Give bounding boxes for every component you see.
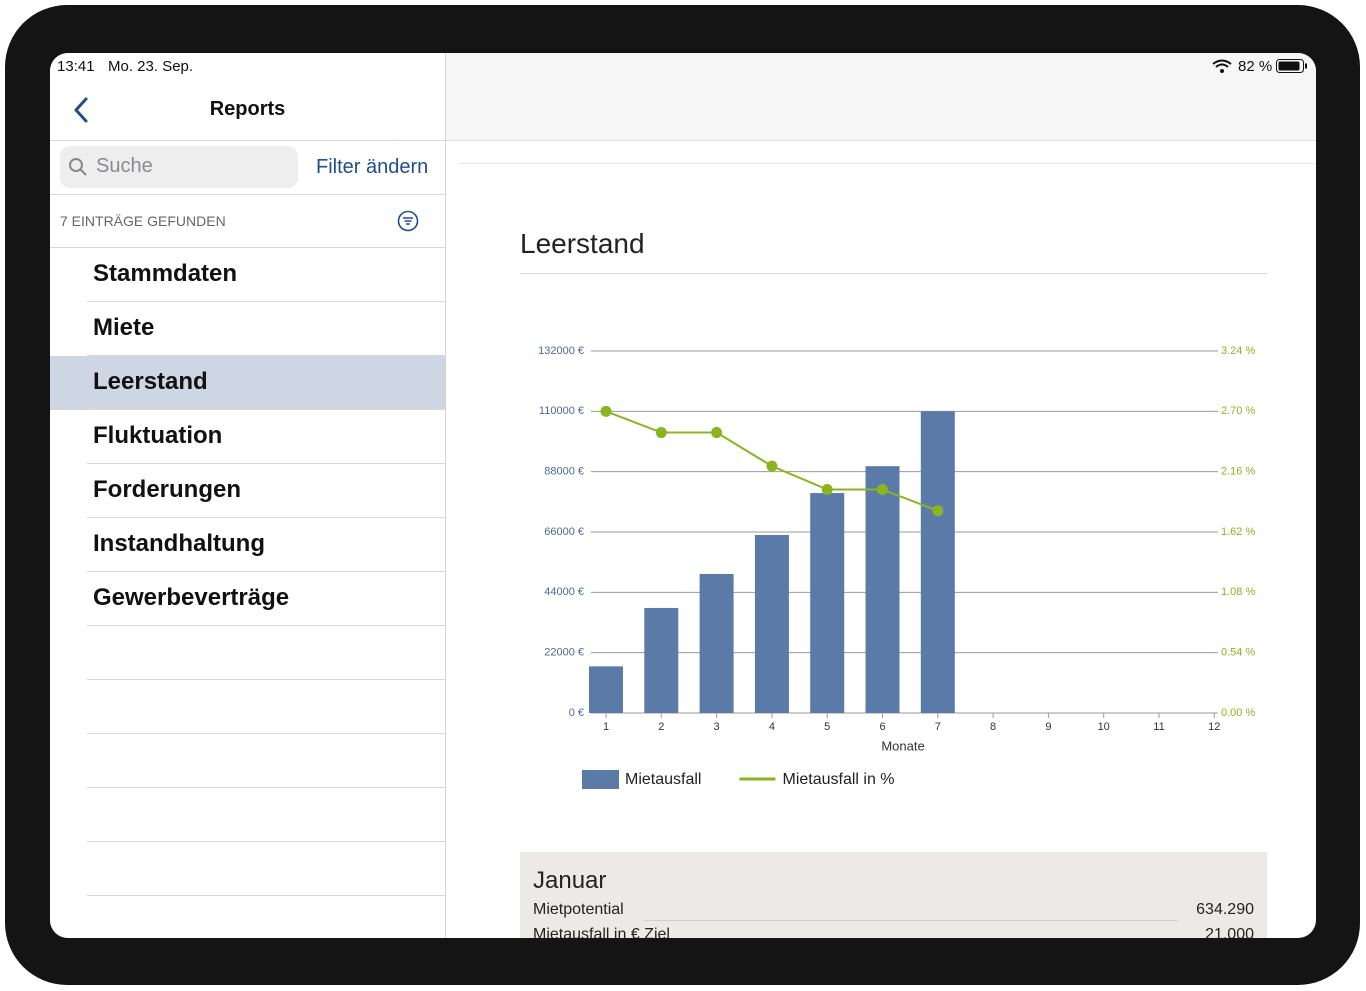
summary-value: 21.000 [1205,926,1254,938]
x-tick-label: 6 [879,721,885,733]
x-tick-label: 5 [824,721,830,733]
report-item[interactable]: Leerstand [50,356,445,410]
x-tick-label: 7 [935,721,941,733]
summary-label: Mietpotential [533,901,624,918]
report-item-label: Forderungen [93,476,241,503]
y2-tick-label: 2.70 % [1221,405,1255,417]
divider [50,140,445,141]
summary-month: Januar [533,867,607,894]
bar [644,607,679,713]
y-tick-label: 110000 € [539,405,584,417]
line-point [877,484,888,496]
bar [589,666,623,713]
report-item[interactable]: Forderungen [50,464,445,518]
y2-tick-label: 1.62 % [1221,526,1255,538]
filter-icon[interactable] [397,210,419,232]
bar [865,466,900,713]
battery-percent: 82 % [1238,58,1273,75]
bar [754,535,789,713]
divider [50,194,445,195]
y-tick-label: 44000 € [544,586,584,598]
row-line [87,841,445,842]
search-field[interactable]: Suche [60,146,298,188]
report-item-label: Fluktuation [93,422,223,449]
y2-tick-label: 0.54 % [1221,647,1255,659]
summary-box: Januar Mietpotential 634.290 Mietausfall i… [520,852,1267,938]
status-time: 13:41 [57,58,95,75]
divider [50,247,445,248]
y-tick-label: 66000 € [544,526,584,538]
sidebar: 13:41 Mo. 23. Sep. Reports Suche Filter … [50,53,446,938]
detail-header [446,53,1316,141]
y2-tick-label: 0.00 % [1221,707,1255,719]
battery-icon [1276,59,1307,73]
screen: 13:41 Mo. 23. Sep. Reports Suche Filter … [50,53,1316,938]
row-line [87,787,445,788]
x-tick-label: 3 [714,721,720,733]
y-tick-label: 132000 € [538,345,584,357]
report-item[interactable]: Instandhaltung [50,518,445,572]
legend-label: Mietausfall [625,771,701,788]
x-tick-label: 10 [1098,721,1110,733]
status-date: Mo. 23. Sep. [108,58,194,75]
x-tick-label: 4 [769,721,775,733]
y2-tick-label: 3.24 % [1221,345,1255,357]
y-tick-label: 88000 € [544,466,584,478]
report-title: Leerstand [520,228,645,259]
legend-label: Mietausfall in % [782,771,894,788]
line-point [600,405,612,417]
y-tick-label: 22000 € [544,647,584,659]
bar [810,493,845,713]
y2-tick-label: 1.08 % [1221,586,1255,598]
report-item-label: Gewerbeverträge [93,584,290,611]
x-tick-label: 2 [658,721,664,733]
report-item-label: Instandhaltung [93,530,265,557]
divider [458,163,1316,164]
line-point [766,460,778,472]
wifi-icon [1212,59,1232,73]
report-item-label: Stammdaten [93,260,238,287]
summary-label: Mietausfall in € Ziel [533,926,670,938]
bar [920,411,955,713]
chart: Monate 0 €22000 €44000 €66000 €88000 €11… [538,345,1255,789]
x-axis-label: Monate [881,738,924,753]
row-line [87,679,445,680]
report-item-label: Miete [93,314,155,341]
row-line [87,733,445,734]
report-item[interactable]: Miete [50,302,445,356]
x-tick-label: 1 [603,721,609,733]
x-tick-label: 12 [1208,721,1220,733]
result-count: 7 EINTRÄGE GEFUNDEN [60,213,226,229]
line-point [932,505,944,517]
report-item-label: Leerstand [93,368,208,395]
line-point [711,427,723,439]
x-tick-label: 9 [1045,721,1051,733]
summary-leader [643,920,1178,921]
summary-value: 634.290 [1196,901,1254,918]
report-item[interactable]: Stammdaten [50,248,445,302]
y-tick-label: 0 € [569,707,584,719]
y2-tick-label: 2.16 % [1221,466,1255,478]
search-icon [69,158,87,176]
divider [520,273,1267,274]
line-point [655,427,667,439]
search-placeholder: Suche [96,155,153,177]
back-button[interactable] [72,97,92,123]
line-point [821,484,833,496]
bar [699,573,734,713]
x-tick-label: 11 [1153,721,1164,733]
x-tick-label: 8 [990,721,996,733]
row-line [87,895,445,896]
legend-swatch [582,770,619,789]
filter-button[interactable]: Filter ändern [316,156,429,178]
report-item[interactable]: Fluktuation [50,410,445,464]
report-item[interactable]: Gewerbeverträge [50,572,445,626]
sidebar-title: Reports [209,98,286,120]
